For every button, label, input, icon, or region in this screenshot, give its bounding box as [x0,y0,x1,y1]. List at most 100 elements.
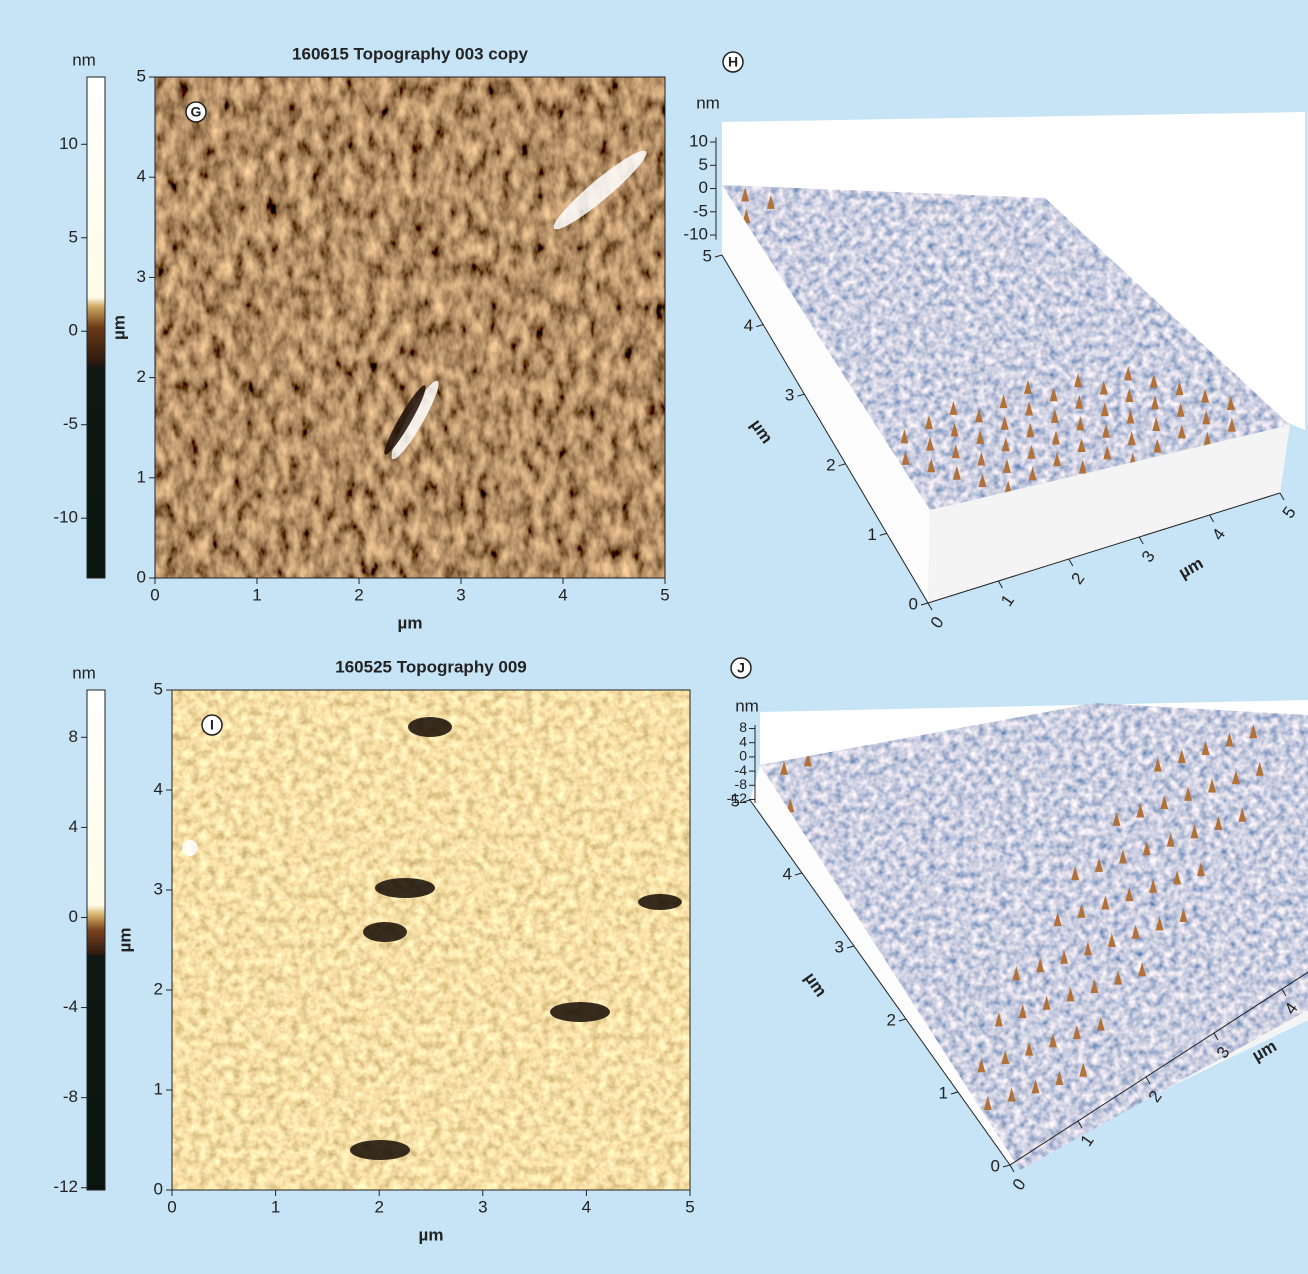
x-axis-label: µm [1175,553,1206,582]
x-tick-label: 3 [478,1197,487,1216]
z-tick-label: 5 [699,155,708,174]
x-tick-label: 0 [1009,1175,1030,1194]
panel-label: H [728,54,738,70]
z-axis-unit: nm [735,696,759,715]
y-tick [715,255,722,257]
y-tick [1003,1165,1010,1167]
y-tick-label: 2 [887,1010,896,1029]
y-axis-label: µm [801,969,831,1000]
y-tick-label: 0 [154,1179,163,1198]
y-tick-label: 4 [783,864,792,883]
x-tick-label: 0 [150,585,159,604]
surface-feature [638,894,682,910]
x-tick [1069,559,1073,566]
z-tick-label: -12 [727,790,747,806]
surface-feature [182,840,198,856]
y-tick-label: 5 [703,246,712,265]
y-tick [756,325,763,327]
colorbar-unit: nm [72,663,96,682]
x-tick-label: 2 [1067,569,1088,588]
y-tick-label: 3 [137,267,146,286]
y-tick-label: 2 [826,455,835,474]
z-axis-unit: nm [696,93,720,112]
colorbar-tick-label: -10 [53,508,78,527]
x-axis-label: µm [419,1225,444,1244]
y-tick-label: 4 [154,779,163,798]
afm-image [172,690,690,1190]
y-axis-label: µm [747,416,777,447]
y-tick [797,394,804,396]
y-tick-label: 1 [137,467,146,486]
afm-image [155,77,665,578]
y-tick-label: 5 [154,679,163,698]
x-tick-label: 5 [685,1197,694,1216]
surface-feature [408,717,452,737]
x-tick [1210,515,1214,522]
colorbar-tick-label: -4 [63,997,78,1016]
colorbar-tick-label: 4 [69,817,78,836]
y-tick-label: 2 [137,367,146,386]
y-tick [839,464,846,466]
x-tick-label: 2 [354,585,363,604]
x-tick-label: 1 [252,585,261,604]
z-tick-label: 10 [689,132,708,151]
y-tick [795,873,802,875]
y-tick [899,1019,906,1021]
panels: 160615 Topography 003 copy G 0 1 2 3 4 5 µm 0 1 2 3 4… [53,44,1308,1244]
x-tick [1280,493,1284,500]
surface-feature [363,922,407,942]
y-tick-label: 0 [909,594,918,613]
x-tick-label: 3 [456,585,465,604]
y-tick-label: 1 [867,525,876,544]
y-tick-label: 1 [154,1079,163,1098]
colorbar-unit: nm [72,50,96,69]
x-tick-label: 4 [1208,525,1229,544]
x-tick-label: 1 [271,1197,280,1216]
x-tick-label: 4 [558,585,567,604]
colorbar-tick-label: -12 [53,1177,78,1196]
y-tick-label: 0 [137,567,146,586]
x-tick-label: 0 [927,613,948,632]
image-title: 160615 Topography 003 copy [292,44,528,63]
surface-feature [375,878,435,898]
x-tick-label: 5 [1279,503,1300,522]
x-tick-label: 5 [660,585,669,604]
colorbar-tick-label: 0 [69,321,78,340]
colorbar-tick-label: 0 [69,907,78,926]
colorbar-tick-label: 5 [69,227,78,246]
x-tick-label: 0 [167,1197,176,1216]
y-tick-label: 5 [137,66,146,85]
y-tick-label: 4 [137,167,146,186]
figure: 160615 Topography 003 copy G 0 1 2 3 4 5 µm 0 1 2 3 4… [0,0,1308,1274]
surface-feature [350,1140,410,1160]
y-tick-label: 3 [785,386,794,405]
panel-label: J [737,660,745,676]
x-tick-label: 1 [1077,1131,1098,1150]
colorbar-tick-label: 10 [59,134,78,153]
y-axis-label: µm [109,315,128,340]
y-tick-label: 2 [154,979,163,998]
y-tick [880,533,887,535]
colorbar-tick-label: 8 [69,727,78,746]
x-axis-label: µm [398,613,423,632]
panel-label: G [191,104,202,120]
y-tick-label: 0 [991,1156,1000,1175]
x-tick [1010,1165,1014,1172]
x-tick [1139,537,1143,544]
surface-feature [550,1002,610,1022]
z-tick-label: -5 [693,201,708,220]
y-tick [951,1092,958,1094]
colorbar-tick-label: -5 [63,414,78,433]
x-tick-label: 2 [374,1197,383,1216]
y-tick [921,603,928,605]
z-tick-label: -10 [683,225,708,244]
x-tick-label: 4 [582,1197,591,1216]
y-tick-label: 4 [744,316,753,335]
x-tick [928,603,932,610]
image-title: 160525 Topography 009 [335,657,527,676]
y-tick-label: 1 [939,1083,948,1102]
y-tick-label: 3 [154,879,163,898]
x-tick-label: 1 [997,591,1018,610]
z-tick-label: 0 [699,178,708,197]
panel-label: I [210,717,214,733]
